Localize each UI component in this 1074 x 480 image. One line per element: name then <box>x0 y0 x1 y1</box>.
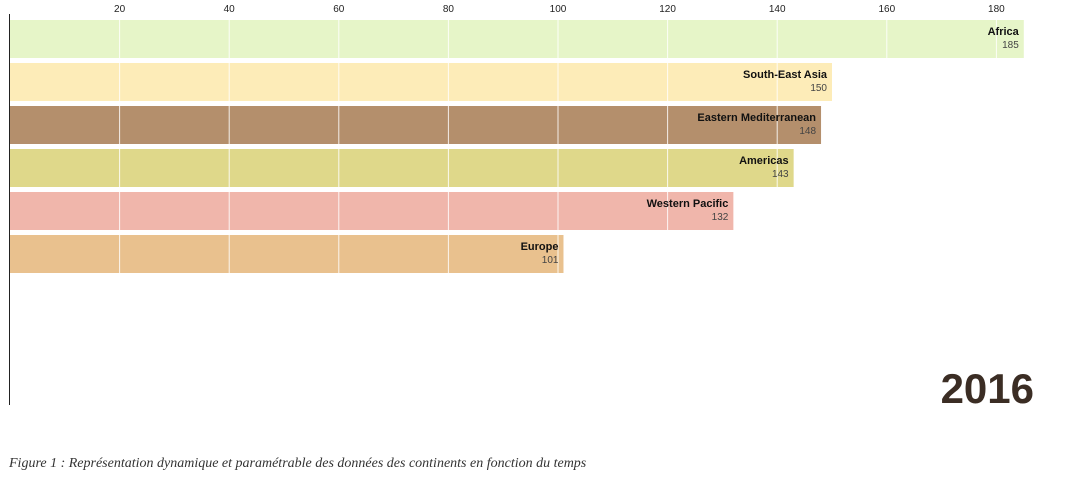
bar-value: 150 <box>810 83 827 94</box>
bar-label: Africa <box>988 26 1020 38</box>
bar-value: 148 <box>799 126 816 137</box>
bar-label: Eastern Mediterranean <box>697 112 816 124</box>
bar-label: Americas <box>739 155 789 167</box>
bar-western-pacific <box>10 192 734 230</box>
bars-group <box>10 20 1024 273</box>
bar-value: 132 <box>712 212 729 223</box>
bar-label: South-East Asia <box>743 69 828 81</box>
bar-label: Europe <box>521 241 559 253</box>
bar-europe <box>10 235 564 273</box>
x-axis-ticks: 20 40 60 80 100 120 140 160 180 <box>114 4 1005 15</box>
x-tick-label: 80 <box>443 4 455 15</box>
bar-label: Western Pacific <box>647 198 729 210</box>
bar-chart-race: 20 40 60 80 100 120 140 160 180 Africa 185 South-E… <box>9 4 1034 412</box>
x-tick-label: 140 <box>769 4 786 15</box>
x-tick-label: 120 <box>659 4 676 15</box>
x-tick-label: 20 <box>114 4 126 15</box>
bar-value: 185 <box>1002 40 1019 51</box>
bar-eastern-mediterranean <box>10 106 822 144</box>
bar-americas <box>10 149 794 187</box>
year-label: 2016 <box>941 365 1034 412</box>
bar-value: 101 <box>542 255 559 266</box>
grid-lines <box>119 20 997 273</box>
x-tick-label: 100 <box>550 4 567 15</box>
x-tick-label: 60 <box>333 4 345 15</box>
figure-caption: Figure 1 : Représentation dynamique et p… <box>9 456 587 471</box>
x-tick-label: 160 <box>878 4 895 15</box>
x-tick-label: 180 <box>988 4 1005 15</box>
bar-value: 143 <box>772 169 789 180</box>
bar-south-east-asia <box>10 63 832 101</box>
bar-labels-group: Africa 185 South-East Asia 150 Eastern Medit… <box>521 26 1020 266</box>
bar-africa <box>10 20 1024 58</box>
x-tick-label: 40 <box>224 4 236 15</box>
